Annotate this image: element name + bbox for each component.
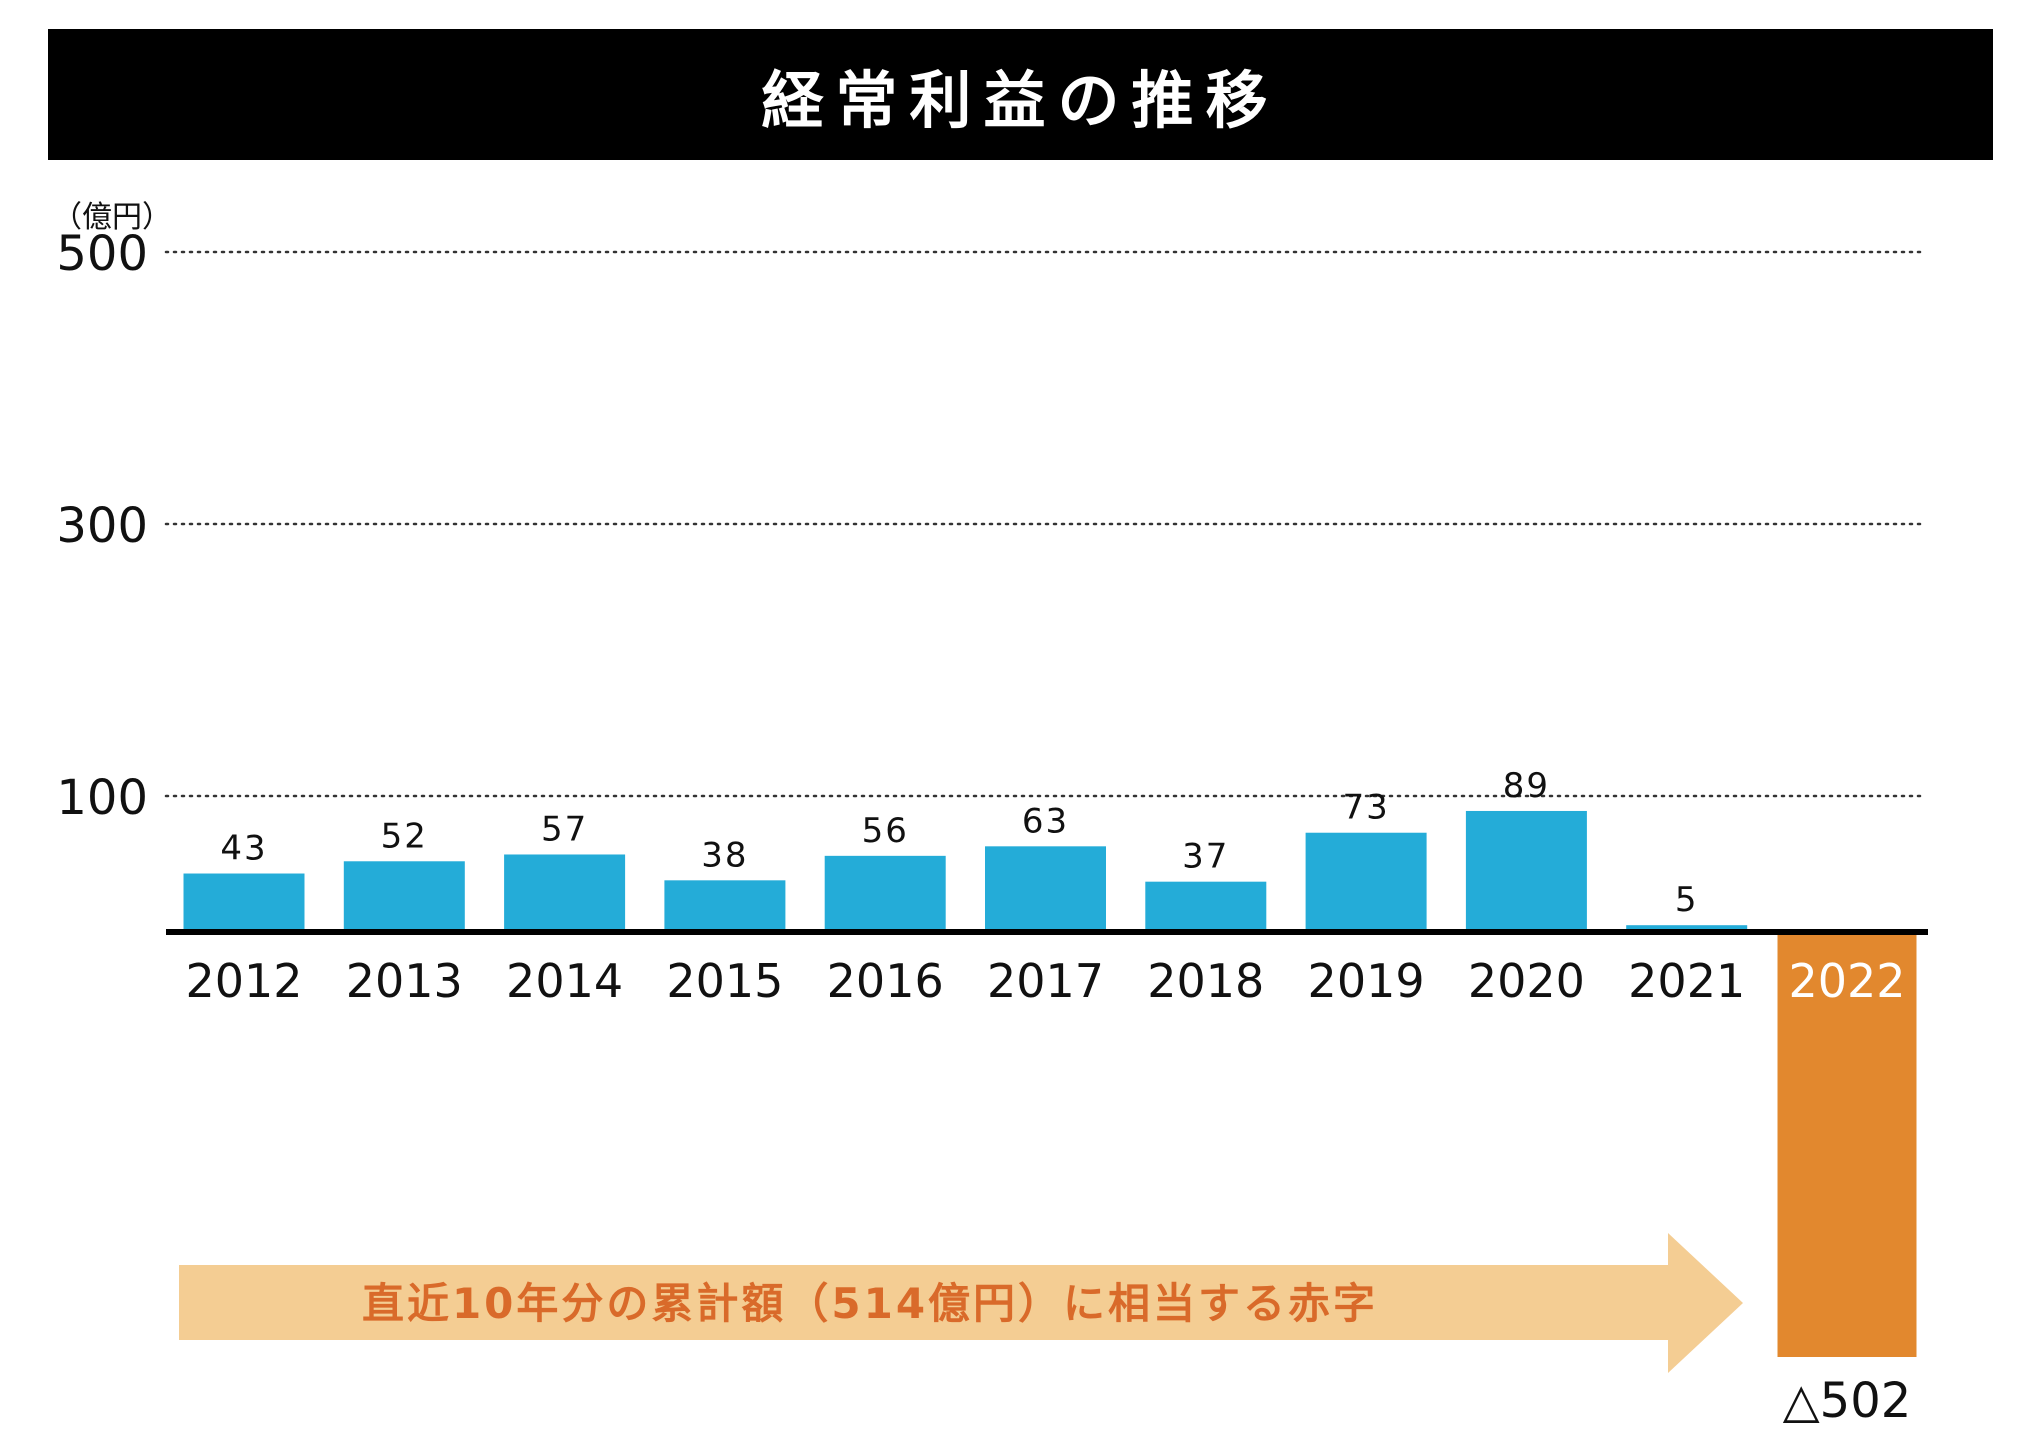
y-tick-label: 500 [56, 226, 148, 282]
chart-title-bar: 経常利益の推移 [48, 29, 1993, 160]
value-label-2018: 37 [1182, 837, 1229, 877]
x-tick-label-2013: 2013 [346, 954, 463, 1008]
bar-2013 [343, 861, 465, 932]
value-label-2012: 43 [220, 829, 267, 869]
x-tick-label-2022: 2022 [1788, 954, 1905, 1008]
y-tick-label: 300 [56, 498, 148, 554]
value-label-2014: 57 [541, 809, 588, 849]
x-tick-label-2016: 2016 [827, 954, 944, 1008]
value-label-2019: 73 [1342, 788, 1389, 828]
x-tick-label-2012: 2012 [185, 954, 302, 1008]
bar-2014 [504, 854, 626, 932]
value-label-2017: 63 [1022, 801, 1069, 841]
x-tick-label-2019: 2019 [1308, 954, 1425, 1008]
y-axis-unit-label: （億円） [52, 200, 172, 235]
x-tick-label-2017: 2017 [987, 954, 1104, 1008]
x-tick-label-2020: 2020 [1468, 954, 1585, 1008]
annotation-arrow [179, 1233, 1743, 1373]
x-tick-label-2014: 2014 [506, 954, 623, 1008]
chart-title: 経常利益の推移 [761, 63, 1280, 137]
bar-2020 [1465, 810, 1587, 932]
bar-2022 [1777, 932, 1917, 1357]
value-label-2022: △502 [1783, 1373, 1912, 1429]
x-tick-label-2021: 2021 [1628, 954, 1745, 1008]
bar-2016 [824, 855, 946, 932]
bar-2019 [1305, 832, 1427, 932]
bar-2015 [664, 880, 786, 932]
x-tick-label-2015: 2015 [666, 954, 783, 1008]
y-tick-label: 100 [56, 770, 148, 826]
bar-2021 [1626, 925, 1748, 932]
value-label-2015: 38 [701, 835, 748, 875]
bar-2018 [1145, 881, 1267, 932]
value-label-2020: 89 [1503, 766, 1550, 806]
annotation-text: 直近10年分の累計額（514億円）に相当する赤字 [362, 1279, 1378, 1328]
bar-2017 [985, 846, 1106, 932]
x-tick-label-2018: 2018 [1147, 954, 1264, 1008]
value-label-2013: 52 [381, 816, 428, 856]
value-label-2021: 5 [1675, 880, 1699, 920]
value-label-2016: 56 [862, 811, 909, 851]
bar-2012 [183, 873, 305, 932]
